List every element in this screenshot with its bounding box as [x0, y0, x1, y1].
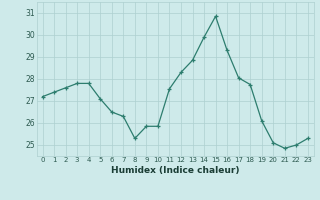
X-axis label: Humidex (Indice chaleur): Humidex (Indice chaleur): [111, 166, 239, 175]
